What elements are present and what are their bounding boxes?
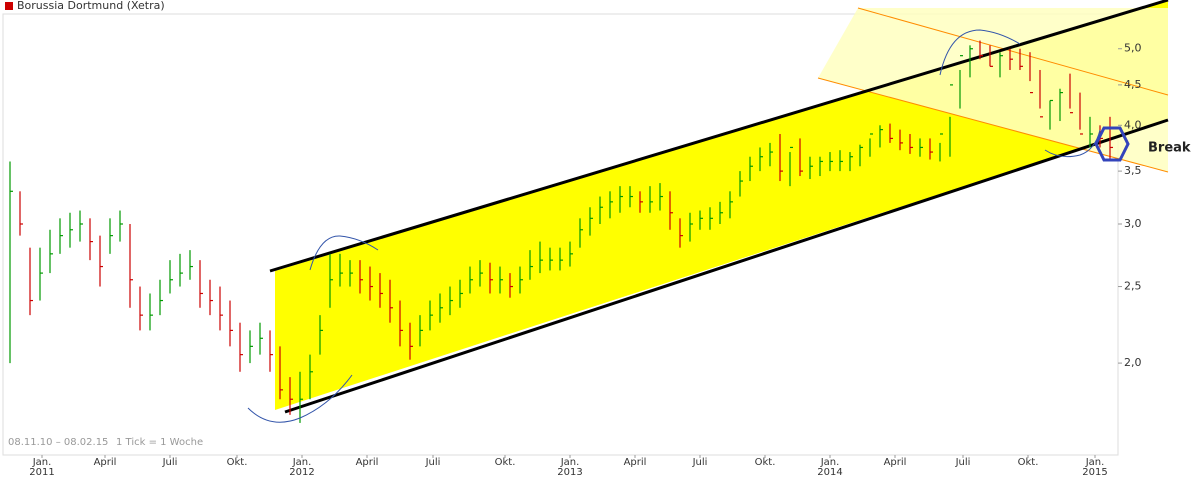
break-marker [1094, 126, 1130, 162]
x-tick-label: Okt. [227, 457, 248, 468]
y-tick-label: 2,0 [1124, 356, 1142, 369]
x-tick-label: Okt. [1018, 457, 1039, 468]
channel-line [857, 7, 1169, 96]
x-tick-label: Jan. [820, 457, 840, 468]
x-tick-label: April [356, 457, 379, 468]
y-tick-label: 2,5 [1124, 280, 1142, 293]
legend-swatch [5, 2, 13, 10]
interval: 1 Tick = 1 Woche [116, 437, 203, 448]
y-tick-label: 4,5 [1124, 78, 1142, 91]
x-year-label: 2013 [557, 467, 582, 475]
x-tick-label: Juli [955, 457, 971, 468]
x-year-label: 2014 [817, 467, 842, 475]
x-year-label: 2012 [289, 467, 314, 475]
annotations [247, 29, 1130, 423]
y-tick-label: 3,0 [1124, 217, 1142, 230]
x-tick-label: April [94, 457, 117, 468]
trend-line [269, 0, 1169, 273]
x-tick-label: Jan. [32, 457, 52, 468]
annotation-curve [247, 374, 353, 423]
x-tick-label: Okt. [495, 457, 516, 468]
legend-label: Borussia Dortmund (Xetra) [17, 0, 165, 12]
x-tick-label: Juli [425, 457, 441, 468]
annotation-curve [309, 235, 379, 271]
x-tick-label: Juli [162, 457, 178, 468]
x-tick-label: April [884, 457, 907, 468]
x-year-label: 2011 [29, 467, 54, 475]
y-tick-label: 3,5 [1124, 164, 1142, 177]
y-tick-label: 4,0 [1124, 118, 1142, 131]
annotation-curve [939, 29, 1021, 76]
annotation-text: Break [1148, 141, 1191, 156]
period: 08.11.10 – 08.02.15 [8, 437, 108, 448]
x-tick-label: Jan. [560, 457, 580, 468]
x-tick-label: Jan. [1085, 457, 1105, 468]
y-tick-label: 5,0 [1124, 42, 1142, 55]
x-tick-label: Okt. [755, 457, 776, 468]
x-year-label: 2015 [1082, 467, 1107, 475]
bars [9, 40, 1113, 423]
x-tick-label: Juli [692, 457, 708, 468]
x-tick-label: April [624, 457, 647, 468]
x-tick-label: Jan. [292, 457, 312, 468]
down-channel [818, 8, 1168, 172]
trend-line [284, 118, 1169, 414]
